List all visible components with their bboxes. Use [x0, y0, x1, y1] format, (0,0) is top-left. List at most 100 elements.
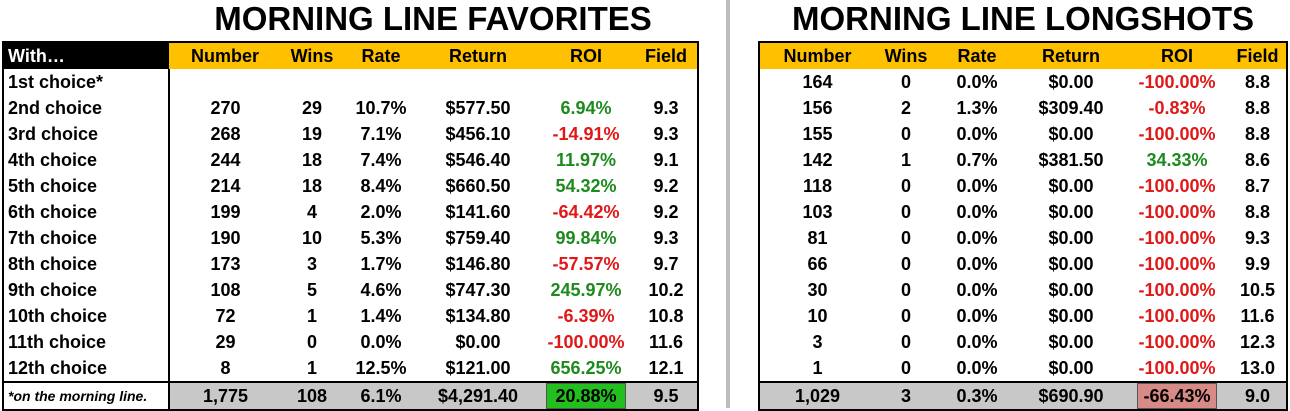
cell-wins: 0	[900, 332, 911, 352]
table-row: 9th choice 108 5 4.6% $747.30 245.97% 10.2	[3, 277, 698, 303]
cell-rate: 2.0%	[360, 202, 402, 222]
cell-number: 10	[807, 306, 828, 326]
table-row: 1st choice*	[3, 69, 698, 95]
table-row: 4th choice 244 18 7.4% $546.40 11.97% 9.1	[3, 147, 698, 173]
cell-rate	[343, 69, 419, 95]
cell-roi: -100.00%	[1138, 228, 1216, 248]
cell-field: 11.6	[648, 332, 684, 352]
cell-return	[419, 69, 537, 95]
table-row: 66 0 0.0% $0.00 -100.00% 9.9	[759, 251, 1287, 277]
column-header-roi: ROI	[537, 42, 635, 69]
cell-with: 4th choice	[3, 147, 170, 173]
cell-field: 8.8	[1244, 124, 1271, 144]
cell-wins: 0	[900, 254, 911, 274]
column-header-rate: Rate	[937, 42, 1017, 69]
cell-roi: -100.00%	[1138, 280, 1216, 300]
cell-wins: 1	[900, 150, 911, 170]
cell-roi: -57.57%	[552, 254, 620, 274]
column-header-rate: Rate	[343, 42, 419, 69]
column-header-field: Field	[1229, 42, 1287, 69]
cell-number: 3	[812, 332, 823, 352]
longshots-body: 164 0 0.0% $0.00 -100.00% 8.8 156 2 1.3% $309.40 -…	[759, 69, 1287, 382]
cell-number: 155	[802, 124, 833, 144]
cell-wins: 4	[306, 202, 317, 222]
cell-with: 7th choice	[3, 225, 170, 251]
cell-wins: 5	[306, 280, 317, 300]
total-rate: 6.1%	[343, 381, 419, 410]
cell-return: $146.80	[445, 254, 511, 274]
cell-wins: 0	[306, 332, 317, 352]
cell-field: 11.6	[1240, 306, 1275, 326]
cell-field: 8.7	[1244, 176, 1271, 196]
cell-number: 156	[802, 98, 833, 118]
cell-rate: 0.0%	[956, 72, 998, 92]
table-row: 1 0 0.0% $0.00 -100.00% 13.0	[759, 355, 1287, 382]
cell-with: 3rd choice	[3, 121, 170, 147]
cell-number	[169, 69, 281, 95]
favorites-table: With… Number Wins Rate Return ROI Field …	[2, 41, 699, 411]
cell-wins: 0	[900, 202, 911, 222]
cell-return: $0.00	[1048, 306, 1094, 326]
cell-rate: 0.0%	[956, 228, 998, 248]
cell-return: $381.50	[1038, 150, 1104, 170]
cell-field: 9.9	[1244, 254, 1271, 274]
column-header-number: Number	[169, 42, 281, 69]
cell-field: 8.8	[1244, 98, 1271, 118]
table-row: 12th choice 8 1 12.5% $121.00 656.25% 12.1	[3, 355, 698, 382]
table-row: 10 0 0.0% $0.00 -100.00% 11.6	[759, 303, 1287, 329]
cell-number: 1	[812, 358, 823, 378]
cell-field: 9.3	[653, 124, 679, 144]
cell-field: 9.3	[653, 98, 679, 118]
cell-rate: 4.6%	[360, 280, 402, 300]
cell-rate: 8.4%	[360, 176, 402, 196]
cell-wins: 1	[306, 306, 317, 326]
table-row: 7th choice 190 10 5.3% $759.40 99.84% 9.3	[3, 225, 698, 251]
cell-number: 270	[210, 98, 241, 118]
cell-number: 199	[210, 202, 241, 222]
column-header-return: Return	[1017, 42, 1125, 69]
cell-rate: 7.4%	[360, 150, 402, 170]
cell-rate: 0.0%	[956, 332, 998, 352]
cell-roi: -100.00%	[1138, 332, 1216, 352]
table-row: 142 1 0.7% $381.50 34.33% 8.6	[759, 147, 1287, 173]
cell-wins: 18	[301, 176, 323, 196]
column-header-wins: Wins	[875, 42, 937, 69]
cell-return: $456.10	[445, 124, 511, 144]
cell-wins: 0	[900, 176, 911, 196]
total-return: $4,291.40	[419, 381, 537, 410]
cell-wins: 0	[900, 72, 911, 92]
table-row: 103 0 0.0% $0.00 -100.00% 8.8	[759, 199, 1287, 225]
cell-number: 268	[210, 124, 241, 144]
cell-rate: 1.7%	[360, 254, 402, 274]
cell-rate: 10.7%	[355, 98, 407, 118]
table-row: 5th choice 214 18 8.4% $660.50 54.32% 9.2	[3, 173, 698, 199]
cell-roi: -100.00%	[1138, 358, 1216, 378]
cell-rate: 0.0%	[956, 280, 998, 300]
cell-rate: 0.0%	[956, 254, 998, 274]
cell-rate: 0.0%	[956, 124, 998, 144]
table-row: 164 0 0.0% $0.00 -100.00% 8.8	[759, 69, 1287, 95]
cell-return: $0.00	[1048, 202, 1094, 222]
cell-roi: 11.97%	[555, 150, 617, 170]
cell-roi: 54.32%	[555, 176, 617, 196]
table-row: 3rd choice 268 19 7.1% $456.10 -14.91% 9.3	[3, 121, 698, 147]
cell-number: 103	[802, 202, 833, 222]
cell-number: 173	[210, 254, 241, 274]
cell-wins: 0	[900, 124, 911, 144]
cell-return: $577.50	[445, 98, 511, 118]
cell-return: $121.00	[445, 358, 511, 378]
table-row: 2nd choice 270 29 10.7% $577.50 6.94% 9.3	[3, 95, 698, 121]
total-roi: 20.88%	[546, 384, 626, 409]
cell-with: 8th choice	[3, 251, 170, 277]
cell-return: $0.00	[455, 332, 501, 352]
column-header-field: Field	[635, 42, 698, 69]
cell-number: 214	[210, 176, 241, 196]
cell-return: $546.40	[445, 150, 511, 170]
table-row: 155 0 0.0% $0.00 -100.00% 8.8	[759, 121, 1287, 147]
cell-number: 118	[802, 176, 833, 196]
cell-field: 9.2	[653, 202, 679, 222]
cell-rate: 5.3%	[360, 228, 402, 248]
total-number: 1,775	[169, 381, 281, 410]
cell-return: $0.00	[1048, 228, 1094, 248]
cell-roi: -100.00%	[1138, 72, 1216, 92]
